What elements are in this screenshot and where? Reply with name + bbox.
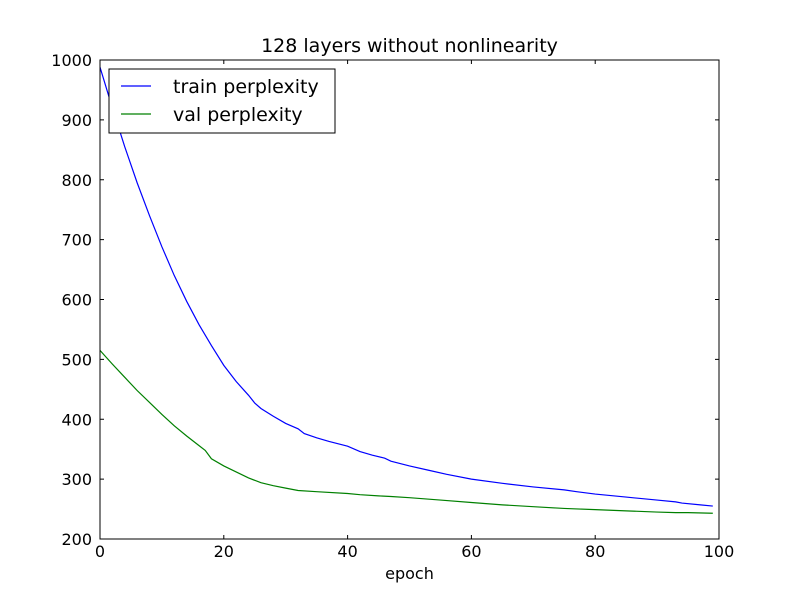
chart-title: 128 layers without nonlinearity [261, 35, 558, 57]
series-layer [99, 67, 713, 514]
y-tick-label: 1000 [51, 51, 92, 70]
x-tick-label: 60 [461, 542, 481, 561]
series-line-2 [99, 349, 713, 514]
x-tick-label: 0 [95, 542, 105, 561]
y-tick-label: 300 [61, 470, 92, 489]
legend-box [108, 68, 336, 134]
x-tick-label: 80 [585, 542, 605, 561]
series-line-1 [99, 67, 713, 507]
y-tick-label: 800 [61, 171, 92, 190]
y-tick-label: 400 [61, 410, 92, 429]
ticks-layer: 0 20 40 60 80 100 200 300 400 500 600 700 800 900 1000 [51, 51, 734, 561]
y-tick-label: 200 [61, 530, 92, 549]
x-tick-label: 40 [337, 542, 357, 561]
legend-entry-1: train perplexity [173, 76, 319, 98]
y-tick-label: 500 [61, 350, 92, 369]
legend: train perplexity val perplexity [108, 68, 336, 134]
y-tick-label: 700 [61, 231, 92, 250]
x-tick-label: 20 [214, 542, 234, 561]
x-axis-label: epoch [385, 564, 434, 583]
y-tick-label: 900 [61, 111, 92, 130]
plot-area: 0 20 40 60 80 100 200 300 400 500 600 700 800 900 1000 [51, 51, 734, 561]
legend-entry-2: val perplexity [173, 104, 303, 126]
x-tick-label: 100 [704, 542, 735, 561]
y-tick-label: 600 [61, 291, 92, 310]
